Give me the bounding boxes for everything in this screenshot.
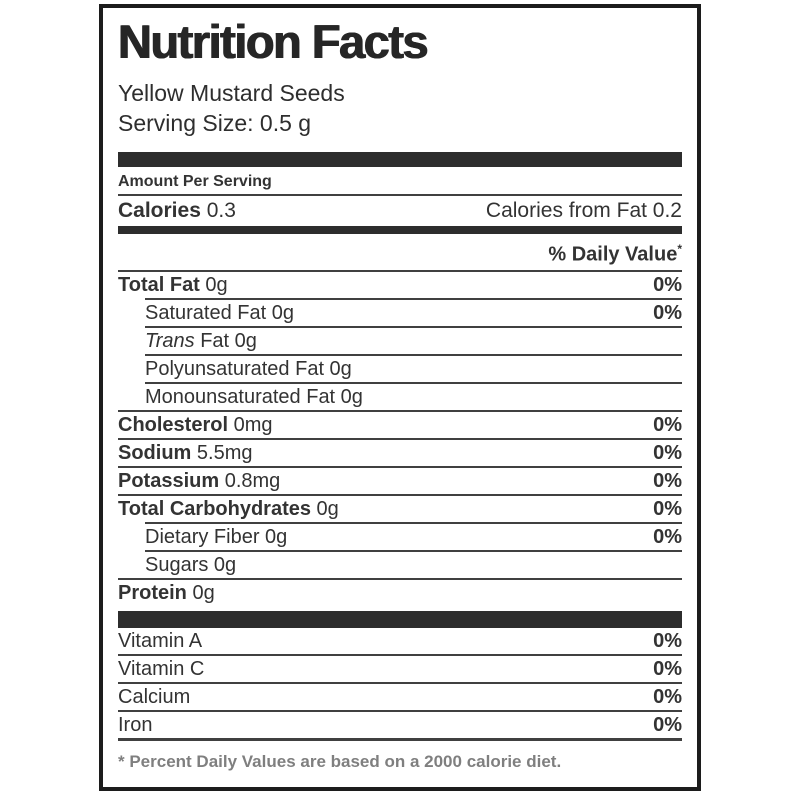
nutrient-name-bold: Total Carbohydrates [118,497,311,520]
calories-value: Calories 0.3 [118,199,236,223]
row-protein: Protein 0g [118,577,682,606]
nutrient-amount: Saturated Fat 0g [145,301,294,324]
serving-size: Serving Size: 0.5 g [118,110,312,136]
vitamins-section: Vitamin A 0% Vitamin C 0% Calcium 0% Iro… [118,628,682,741]
daily-value-asterisk: * [677,242,682,256]
amount-per-serving-heading: Amount Per Serving [118,173,272,190]
nutrient-amount: 0g [311,497,339,520]
daily-value: 0% [653,413,682,436]
nutrient-amount: Monounsaturated Fat 0g [145,385,363,408]
nutrient-name-italic: Trans [145,329,195,352]
daily-value: 0% [653,525,682,548]
row-sodium: Sodium 5.5mg 0% [118,437,682,466]
nutrient-name: Trans Fat 0g [145,330,257,352]
calories-amount: 0.3 [200,199,236,222]
nutrient-amount: Polyunsaturated Fat 0g [145,357,352,380]
nutrient-amount: 5.5mg [191,441,253,464]
nutrient-name-bold: Protein [118,581,187,604]
calories-row: Calories 0.3 Calories from Fat 0.2 [118,194,682,226]
daily-value-heading: % Daily Value* [118,234,682,270]
nutrient-amount: 0g [199,273,228,296]
nutrient-rows: Total Fat 0g 0% Saturated Fat 0g 0% Tran… [118,269,682,606]
nutrient-name-bold: Total Fat [118,273,200,296]
row-dietary-fiber: Dietary Fiber 0g 0% [145,521,682,550]
row-cholesterol: Cholesterol 0mg 0% [118,409,682,438]
nutrient-amount: Dietary Fiber 0g [145,525,288,548]
row-total-carbohydrates: Total Carbohydrates 0g 0% [118,493,682,522]
separator-bar-header [118,152,682,167]
nutrient-name: Dietary Fiber 0g [145,526,287,548]
row-calcium: Calcium 0% [118,681,682,710]
separator-bar-calories [118,226,682,234]
separator-bar-vitamins [118,610,682,628]
row-trans-fat: Trans Fat 0g [145,325,682,354]
calories-from-fat: Calories from Fat 0.2 [485,199,682,222]
vitamin-name: Calcium [118,685,191,708]
row-vitamin-a: Vitamin A 0% [118,628,682,654]
vitamin-name: Vitamin C [118,657,205,680]
row-vitamin-c: Vitamin C 0% [118,653,682,682]
vitamin-name: Iron [118,713,153,736]
daily-value: 0% [653,469,682,492]
daily-value: 0% [653,273,682,296]
daily-value: 0% [653,629,682,652]
nutrient-amount: Sugars 0g [145,553,237,576]
vitamin-name: Vitamin A [118,629,203,652]
calories-label: Calories [118,199,201,222]
nutrient-name-bold: Cholesterol [118,413,229,436]
nutrient-name: Cholesterol 0mg [118,414,273,436]
daily-value: 0% [653,497,682,520]
label-title: Nutrition Facts [118,15,429,68]
nutrient-amount: 0.8mg [219,469,281,492]
row-total-fat: Total Fat 0g 0% [118,269,682,298]
daily-value: 0% [653,441,682,464]
nutrient-name: Monounsaturated Fat 0g [145,386,363,408]
nutrient-name-bold: Potassium [118,469,220,492]
row-sugars: Sugars 0g [145,549,682,578]
nutrient-name: Polyunsaturated Fat 0g [145,358,352,380]
row-saturated-fat: Saturated Fat 0g 0% [145,297,682,326]
daily-value: 0% [653,657,682,680]
nutrient-name: Potassium 0.8mg [118,470,280,492]
daily-value: 0% [653,301,682,324]
daily-value: 0% [653,685,682,708]
row-polyunsaturated-fat: Polyunsaturated Fat 0g [145,353,682,382]
nutrient-name-bold: Sodium [118,441,192,464]
row-monounsaturated-fat: Monounsaturated Fat 0g [145,381,682,410]
nutrient-name: Sugars 0g [145,554,236,576]
nutrient-name: Protein 0g [118,582,215,604]
nutrient-name: Saturated Fat 0g [145,302,294,324]
product-name: Yellow Mustard Seeds [118,80,345,106]
nutrient-name: Sodium 5.5mg [118,442,253,464]
nutrient-name: Total Carbohydrates 0g [118,498,339,520]
nutrient-amount: 0mg [228,413,273,436]
daily-value-text: % Daily Value [548,243,678,266]
nutrient-amount: Fat 0g [194,329,257,352]
nutrient-name: Total Fat 0g [118,274,228,296]
row-potassium: Potassium 0.8mg 0% [118,465,682,494]
footnote: * Percent Daily Values are based on a 20… [118,751,562,771]
nutrient-amount: 0g [186,581,215,604]
row-iron: Iron 0% [118,709,682,738]
nutrition-facts-label: Nutrition Facts Yellow Mustard Seeds Ser… [99,4,701,791]
daily-value: 0% [653,713,682,736]
